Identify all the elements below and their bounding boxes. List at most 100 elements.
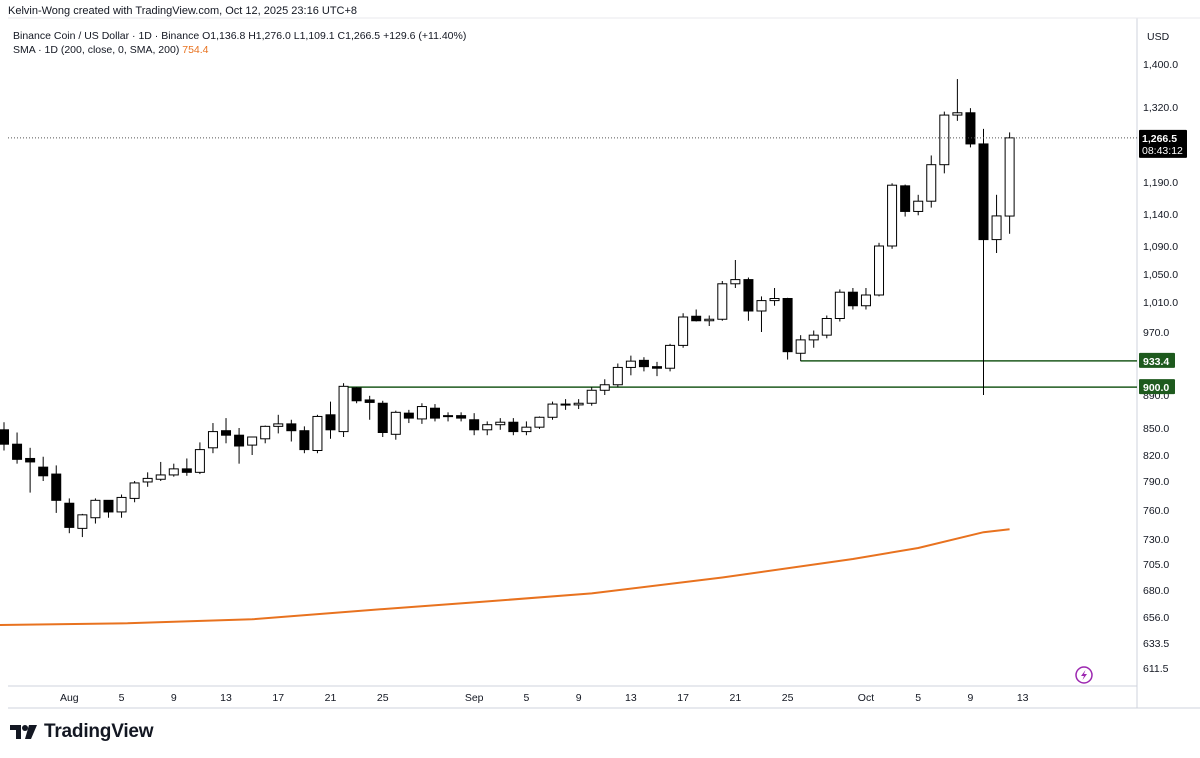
price-tick-label: 705.0 (1143, 559, 1169, 571)
candle-body-up (194, 449, 205, 473)
time-axis[interactable]: Aug 5 9 13 17 21 25 Sep 5 9 13 17 21 25 Oct 5 9 13 (60, 692, 1029, 704)
candle (325, 401, 336, 439)
price-tick-label: 820.0 (1143, 450, 1169, 462)
candle-body-down (25, 457, 36, 463)
price-tick-label: 656.0 (1143, 612, 1169, 624)
sma-legend-row: SMA · 1D (200, close, 0, SMA, 200) 754.4 (13, 43, 466, 57)
candle (312, 414, 323, 454)
candle (782, 297, 793, 360)
candle-body-up (704, 318, 715, 322)
candle (207, 423, 218, 454)
candle-body-up (887, 184, 898, 247)
candle (495, 418, 506, 430)
candle (234, 428, 245, 464)
candle-body-up (730, 279, 741, 285)
candle-body-down (377, 402, 388, 433)
candle (273, 414, 284, 434)
chart-credit: Kelvin-Wong created with TradingView.com… (8, 5, 358, 17)
candle-body-up (534, 416, 545, 428)
last-price-label: 1,266.5 (1142, 133, 1177, 145)
sma-indicator-label[interactable]: SMA · 1D (200, close, 0, SMA, 200) (13, 44, 180, 56)
candle (704, 315, 715, 326)
chart-legend: Binance Coin / US Dollar · 1D · Binance … (13, 29, 466, 57)
tradingview-wordmark: TradingView (44, 721, 154, 742)
candle-body-down (847, 291, 858, 307)
candle (416, 403, 427, 424)
candle (874, 242, 885, 297)
candle (364, 395, 375, 420)
candle (991, 194, 1002, 253)
candle-body-up (991, 215, 1002, 241)
candle (913, 194, 924, 216)
candle-body-up (926, 164, 937, 202)
currency-label[interactable]: USD (1147, 31, 1170, 43)
candle (482, 421, 493, 436)
candle (508, 418, 519, 436)
candle-body-down (508, 421, 519, 433)
candle-body-up (416, 406, 427, 420)
candle-body-up (678, 316, 689, 346)
price-axis[interactable]: USD 1,400.0 1,320.0 1,190.0 1,140.0 1,090.0 1,… (1139, 31, 1187, 675)
candlestick-series (0, 79, 1015, 538)
symbol-legend-row: Binance Coin / US Dollar · 1D · Binance … (13, 29, 466, 43)
candle (638, 357, 649, 372)
candle-body-down (743, 279, 754, 312)
candle-body-up (482, 424, 493, 431)
candle (77, 513, 88, 538)
candle (443, 412, 454, 422)
time-tick-label: 13 (1017, 692, 1029, 704)
candle (155, 461, 166, 481)
level-price-label: 900.0 (1143, 382, 1169, 394)
bar-countdown-label: 08:43:12 (1142, 145, 1183, 157)
time-tick-label: 9 (968, 692, 974, 704)
candle-body-up (952, 112, 963, 116)
candle (756, 296, 767, 332)
tradingview-logo-icon (10, 725, 37, 739)
candle (221, 418, 232, 444)
candle-body-down (103, 499, 114, 513)
candle-body-up (769, 298, 780, 302)
candle-body-down (64, 502, 75, 528)
candle (142, 472, 153, 487)
candle-body-up (573, 402, 584, 406)
candle-body-up (808, 334, 819, 341)
candle-body-down (900, 185, 911, 212)
price-tick-label: 760.0 (1143, 505, 1169, 517)
time-tick-label: 9 (576, 692, 582, 704)
symbol-name[interactable]: Binance Coin / US Dollar · 1D · Binance (13, 30, 200, 42)
time-tick-label: Aug (60, 692, 79, 704)
candle (743, 277, 754, 321)
last-price-badge (1139, 129, 1187, 158)
candle-body-down (364, 399, 375, 403)
lightning-glyph (1081, 670, 1087, 680)
candle (25, 447, 36, 493)
candle-body-down (286, 423, 297, 432)
chart-frame (8, 17, 1200, 709)
time-tick-label: Sep (465, 692, 484, 704)
candle (612, 363, 623, 388)
candle (926, 155, 937, 208)
price-tick-label: 790.0 (1143, 476, 1169, 488)
candle-body-up (860, 294, 871, 307)
candle-body-up (77, 514, 88, 529)
candle-body-up (1004, 137, 1015, 217)
candle (717, 281, 728, 321)
candle-body-up (155, 474, 166, 480)
candle-body-down (978, 143, 989, 241)
candle (978, 128, 989, 395)
candle-body-up (207, 431, 218, 449)
candle-body-up (821, 318, 832, 336)
candle (952, 79, 963, 121)
candle-body-up (913, 200, 924, 212)
candle (599, 379, 610, 395)
candle (90, 498, 101, 524)
candle-body-up (142, 477, 153, 483)
time-tick-label: 21 (325, 692, 337, 704)
candle-body-up (443, 415, 454, 418)
candle-body-down (560, 403, 571, 406)
candle-body-up (168, 468, 179, 476)
candle (299, 426, 310, 454)
candle-body-up (521, 426, 532, 433)
candle-body-down (181, 468, 192, 473)
